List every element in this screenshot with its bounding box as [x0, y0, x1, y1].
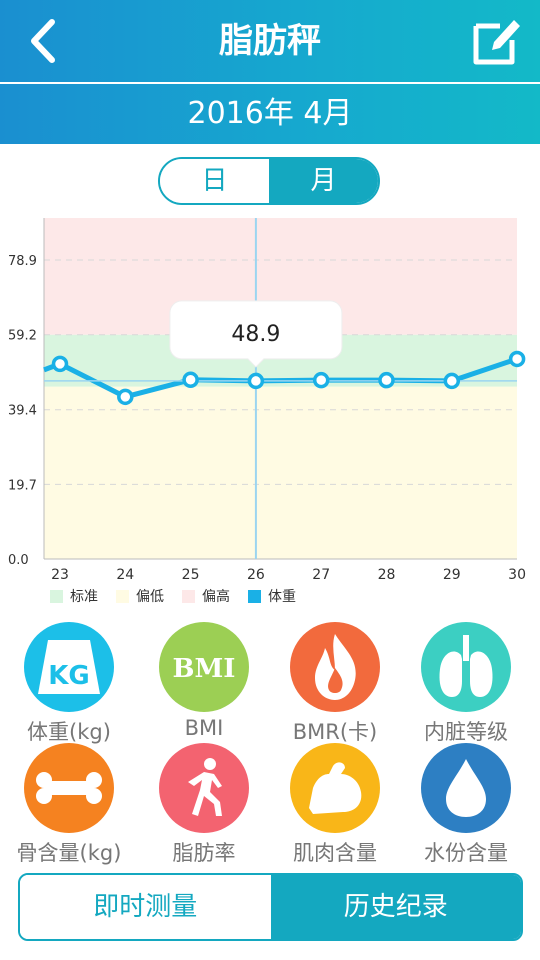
- kg-weight-icon: KG: [24, 622, 114, 712]
- data-point: [312, 371, 330, 389]
- bottom-bar: 即时测量 历史纪录: [18, 873, 523, 941]
- flame-icon: [290, 622, 380, 712]
- metric-label: 体重(kg): [27, 720, 111, 744]
- month-label: 2016年 4月: [0, 84, 540, 144]
- y-tick-label: 0.0: [8, 553, 29, 568]
- metric-glyph-bmi: BMI: [173, 654, 236, 684]
- metric-grid: KG 体重(kg) BMI BMI BMR(卡) 内脏等级: [0, 622, 540, 867]
- metric-label: 脂肪率: [172, 841, 236, 865]
- metric-glyph-kg: KG: [48, 661, 90, 691]
- legend-label: 偏高: [202, 588, 230, 605]
- toggle-month[interactable]: 月: [269, 159, 378, 203]
- legend-label: 偏低: [136, 589, 164, 605]
- data-point: [117, 388, 134, 406]
- metric-visceral[interactable]: 内脏等级: [401, 622, 531, 744]
- x-tick-label: 30: [508, 567, 526, 583]
- legend-swatch: [50, 590, 63, 603]
- muscle-arm-icon: [290, 743, 380, 833]
- legend-label: 体重: [268, 589, 296, 605]
- metric-water[interactable]: 水份含量: [401, 743, 531, 865]
- metric-weight[interactable]: KG 体重(kg): [4, 622, 134, 744]
- legend-swatch: [182, 590, 195, 603]
- y-tick-label: 78.9: [8, 254, 37, 269]
- bmi-icon: BMI: [159, 622, 249, 712]
- bone-icon: [24, 743, 114, 833]
- back-arrow-icon[interactable]: [18, 14, 68, 68]
- data-point: [182, 371, 199, 389]
- app-bar: 脂肪秤: [0, 0, 540, 82]
- x-tick-label: 29: [443, 567, 461, 583]
- x-tick-label: 24: [116, 567, 134, 583]
- data-point: [51, 355, 69, 373]
- data-point: [378, 371, 395, 389]
- chart-zone: [44, 386, 517, 559]
- metric-fat-rate[interactable]: 脂肪率: [139, 743, 269, 865]
- y-tick-label: 19.7: [8, 478, 37, 493]
- metric-label: 肌肉含量: [293, 841, 377, 865]
- legend-swatch: [116, 590, 129, 603]
- legend-swatch: [248, 590, 261, 603]
- chart-tooltip: [169, 300, 343, 368]
- x-tick-label: 25: [182, 567, 200, 583]
- x-tick-label: 26: [247, 567, 265, 583]
- x-tick-label: 23: [51, 567, 69, 583]
- metric-bmr[interactable]: BMR(卡): [270, 622, 400, 744]
- metric-bmi[interactable]: BMI BMI: [139, 622, 269, 742]
- walking-person-icon: [159, 743, 249, 833]
- toggle-day[interactable]: 日: [160, 159, 269, 203]
- metric-bone[interactable]: 骨含量(kg): [4, 743, 134, 865]
- weight-chart: 78.9 59.2 39.4 19.7 0.0 23 24 25 26 27 28 29 30 48.9 标…: [8, 218, 526, 605]
- page-title: 脂肪秤: [219, 21, 321, 61]
- data-point: [508, 350, 526, 368]
- metric-label: 内脏等级: [424, 720, 508, 744]
- data-point: [247, 372, 265, 390]
- period-toggle: 日 月: [158, 157, 380, 205]
- x-tick-label: 28: [378, 567, 396, 583]
- water-drop-icon: [421, 743, 511, 833]
- chart-tooltip-value: 48.9: [231, 322, 280, 347]
- data-point: [443, 372, 461, 390]
- metric-label: BMI: [184, 716, 224, 740]
- metric-muscle[interactable]: 肌肉含量: [270, 743, 400, 865]
- measure-now-button[interactable]: 即时测量: [20, 875, 271, 939]
- metric-label: 水份含量: [424, 841, 508, 865]
- metric-label: 骨含量(kg): [16, 841, 122, 865]
- legend-label: 标准: [70, 589, 98, 605]
- history-button[interactable]: 历史纪录: [270, 875, 521, 939]
- metric-label: BMR(卡): [292, 720, 378, 744]
- edit-icon[interactable]: [470, 14, 526, 68]
- y-tick-label: 59.2: [8, 329, 37, 344]
- lungs-icon: [421, 622, 511, 712]
- y-tick-label: 39.4: [8, 404, 37, 419]
- x-tick-label: 27: [312, 567, 330, 583]
